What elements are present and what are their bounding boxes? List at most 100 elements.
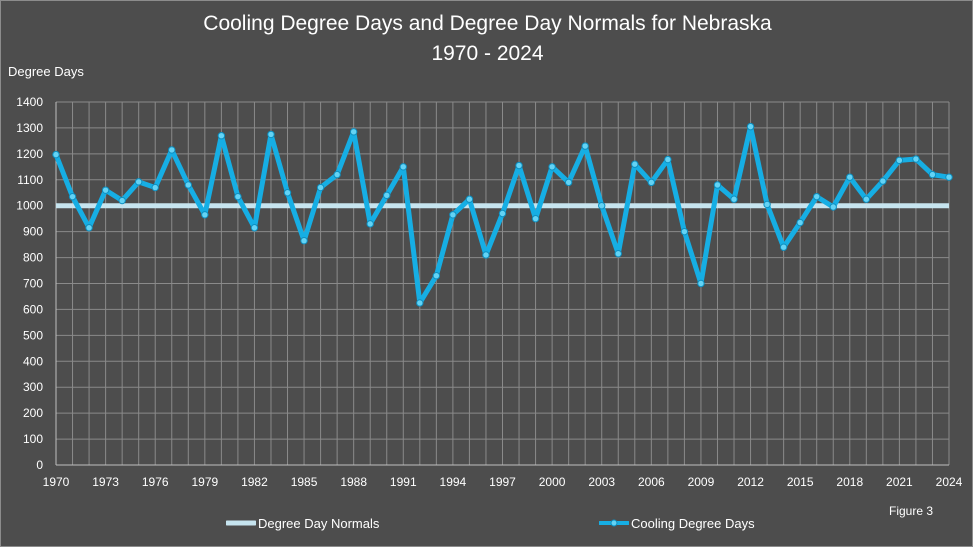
- data-point: [300, 237, 308, 245]
- data-point: [515, 161, 523, 170]
- data-point: [813, 192, 821, 201]
- y-tick-label: 800: [23, 251, 43, 265]
- y-tick-label: 500: [23, 328, 43, 342]
- x-tick-label: 1985: [291, 475, 318, 489]
- chart-subtitle: 1970 - 2024: [431, 42, 544, 65]
- x-tick-label: 2000: [539, 475, 566, 489]
- data-point: [465, 195, 474, 203]
- x-tick-label: 1991: [390, 475, 417, 489]
- data-point: [134, 178, 143, 186]
- data-point: [598, 202, 606, 210]
- x-tick-label: 2015: [787, 475, 814, 489]
- data-point: [267, 130, 275, 139]
- y-tick-label: 1100: [17, 173, 43, 187]
- x-tick-label: 2024: [936, 475, 963, 489]
- data-point: [399, 163, 407, 171]
- data-point: [217, 132, 226, 140]
- data-point: [680, 227, 689, 236]
- y-tick-label: 1000: [16, 199, 43, 213]
- figure-label: Figure 3: [889, 504, 934, 518]
- data-point: [201, 211, 209, 219]
- y-tick-label: 300: [23, 380, 43, 394]
- data-point: [349, 128, 358, 136]
- legend-item-cdd: Cooling Degree Days: [599, 515, 755, 531]
- data-point: [763, 200, 771, 209]
- data-point: [713, 181, 722, 189]
- legend-label-normals: Degree Day Normals: [258, 515, 380, 531]
- y-tick-label: 0: [36, 458, 43, 472]
- data-point: [928, 170, 937, 179]
- x-tick-label: 2003: [588, 475, 615, 489]
- data-point: [432, 272, 441, 280]
- legend-item-normals: Degree Day Normals: [226, 515, 379, 531]
- y-tick-label: 600: [23, 302, 43, 316]
- data-point: [383, 191, 391, 200]
- y-tick-label: 1300: [16, 121, 43, 135]
- data-point: [912, 155, 920, 163]
- data-point: [829, 203, 837, 211]
- legend-label-cdd: Cooling Degree Days: [631, 515, 755, 531]
- y-axis-label: Degree Days: [8, 64, 84, 79]
- data-point: [581, 142, 589, 150]
- y-tick-label: 400: [23, 354, 43, 368]
- data-point: [614, 249, 622, 258]
- data-point: [234, 192, 242, 201]
- data-point: [118, 196, 126, 205]
- data-point: [945, 173, 953, 181]
- data-point: [664, 155, 672, 164]
- data-point: [730, 195, 738, 203]
- y-tick-label: 100: [23, 432, 43, 446]
- chart-title: Cooling Degree Days and Degree Day Norma…: [203, 12, 772, 35]
- x-tick-label: 1982: [241, 475, 268, 489]
- data-point: [531, 214, 540, 223]
- data-point: [168, 146, 176, 154]
- x-tick-label: 2021: [886, 475, 913, 489]
- data-point: [879, 177, 887, 185]
- data-point: [250, 224, 259, 232]
- data-point: [482, 251, 490, 259]
- data-point: [862, 195, 871, 203]
- data-point: [846, 173, 854, 181]
- x-tick-label: 1997: [489, 475, 516, 489]
- data-point: [366, 220, 374, 228]
- data-point: [333, 170, 341, 179]
- x-tick-label: 2012: [737, 475, 764, 489]
- data-point: [895, 156, 904, 165]
- data-point: [647, 178, 656, 187]
- data-point: [548, 163, 556, 171]
- data-point: [697, 279, 705, 288]
- data-point: [283, 189, 292, 197]
- legend-swatch-cdd: [599, 519, 629, 527]
- data-point: [498, 209, 507, 218]
- data-point: [85, 224, 93, 232]
- x-tick-label: 1973: [92, 475, 119, 489]
- data-point: [52, 150, 60, 159]
- data-point: [316, 183, 325, 192]
- data-point: [564, 178, 573, 187]
- data-point: [779, 243, 788, 251]
- data-point: [746, 122, 755, 131]
- data-point: [68, 192, 77, 201]
- data-point: [101, 186, 110, 194]
- y-tick-label: 200: [23, 406, 43, 420]
- x-tick-label: 2006: [638, 475, 665, 489]
- x-tick-label: 1979: [191, 475, 218, 489]
- x-tick-label: 1970: [43, 475, 70, 489]
- data-point: [796, 218, 804, 227]
- data-point: [416, 299, 424, 307]
- x-tick-label: 1994: [440, 475, 467, 489]
- data-point: [151, 183, 159, 192]
- data-point: [184, 181, 192, 189]
- y-tick-label: 1400: [16, 95, 43, 109]
- y-tick-label: 1200: [16, 147, 43, 161]
- legend-swatch-normals: [226, 520, 256, 526]
- x-tick-label: 2009: [688, 475, 715, 489]
- data-point: [631, 160, 639, 168]
- x-tick-label: 1988: [340, 475, 367, 489]
- data-point: [449, 211, 457, 219]
- x-tick-label: 1976: [142, 475, 169, 489]
- y-tick-label: 700: [23, 277, 43, 291]
- y-tick-label: 900: [23, 225, 43, 239]
